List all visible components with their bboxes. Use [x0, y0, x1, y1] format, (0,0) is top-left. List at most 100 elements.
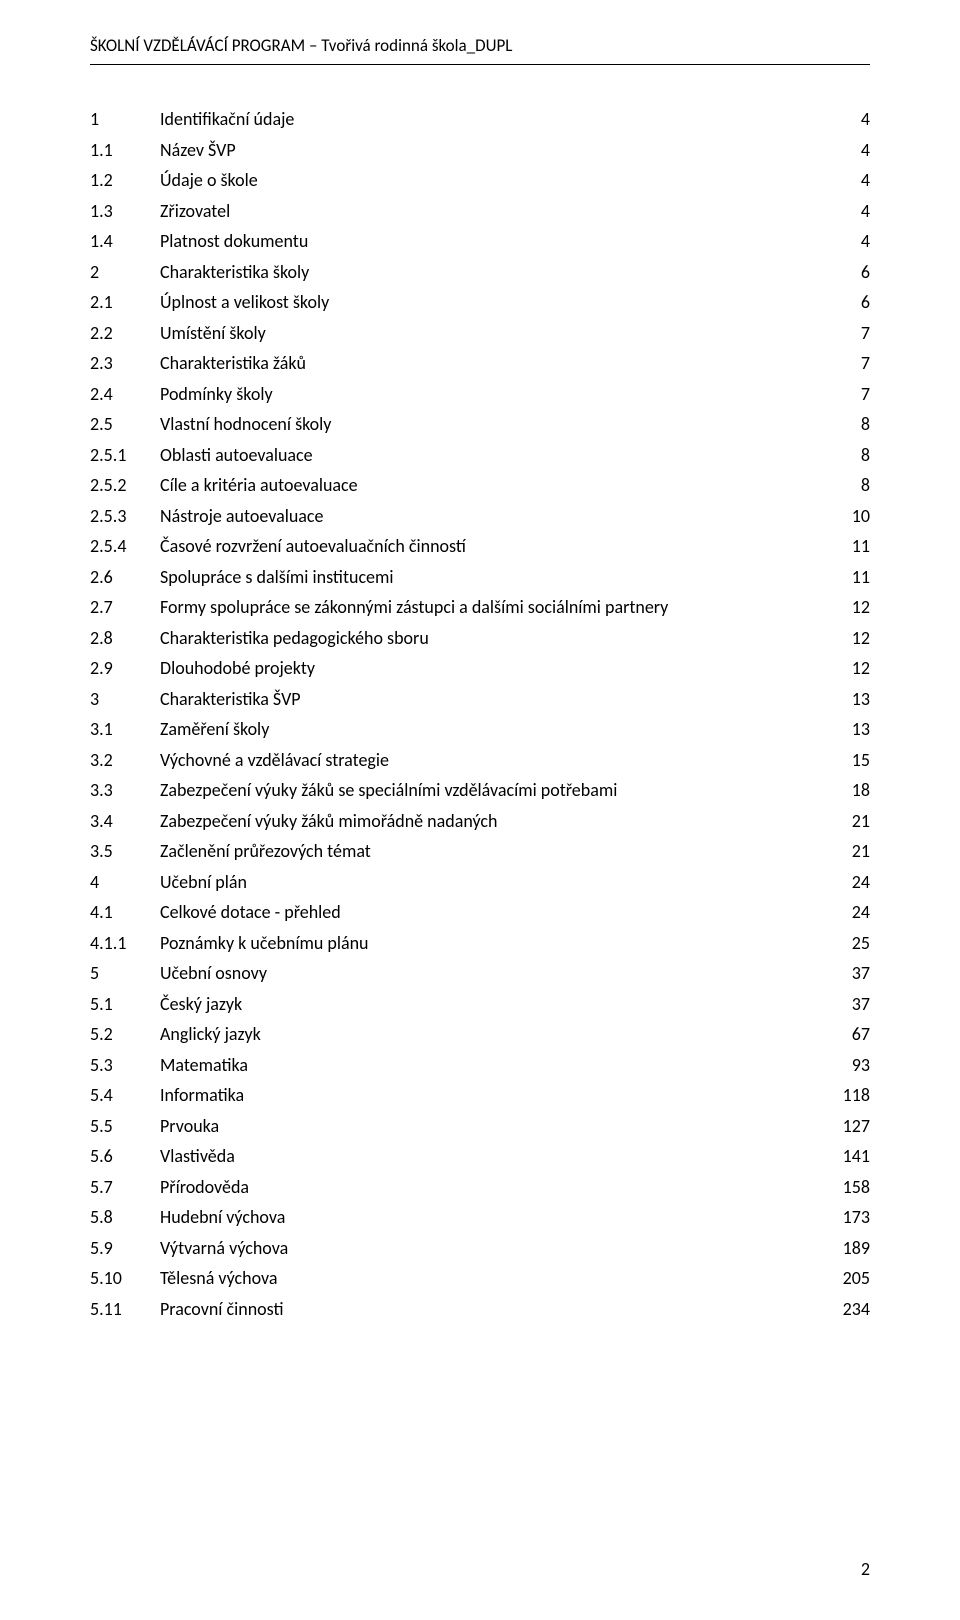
- toc-row: 1.4Platnost dokumentu4: [90, 232, 870, 250]
- toc-page: 8: [861, 446, 870, 464]
- toc-title: Nástroje autoevaluace: [160, 507, 323, 525]
- toc-row: 5Učební osnovy37: [90, 964, 870, 982]
- toc-page: 4: [861, 141, 870, 159]
- toc-row: 5.5Prvouka 127: [90, 1117, 870, 1135]
- toc-number: 4: [90, 873, 160, 891]
- toc-number: 2.1: [90, 293, 160, 311]
- toc-page: 11: [852, 537, 870, 555]
- toc-page: 12: [852, 598, 870, 616]
- toc-row: 2.5.2Cíle a kritéria autoevaluace8: [90, 476, 870, 494]
- table-of-contents: 1Identifikační údaje4 1.1Název ŠVP 4 1.2Úda…: [90, 110, 870, 1318]
- toc-title: Zabezpečení výuky žáků mimořádně nadanýc…: [160, 812, 497, 830]
- toc-page: 13: [852, 690, 870, 708]
- toc-title: Časové rozvržení autoevaluačních činnost…: [160, 537, 466, 555]
- toc-number: 5.6: [90, 1147, 160, 1165]
- toc-number: 5.4: [90, 1086, 160, 1104]
- toc-number: 5.5: [90, 1117, 160, 1135]
- toc-page: 37: [852, 964, 870, 982]
- toc-row: 2.7Formy spolupráce se zákonnými zástupc…: [90, 598, 870, 616]
- toc-title: Učební osnovy: [160, 964, 267, 982]
- toc-number: 3: [90, 690, 160, 708]
- toc-row: 2.3Charakteristika žáků7: [90, 354, 870, 372]
- toc-title: Informatika: [160, 1086, 244, 1104]
- toc-row: 3.2Výchovné a vzdělávací strategie15: [90, 751, 870, 769]
- toc-title: Matematika: [160, 1056, 248, 1074]
- toc-row: 4.1.1Poznámky k učebnímu plánu25: [90, 934, 870, 952]
- toc-row: 3Charakteristika ŠVP13: [90, 690, 870, 708]
- toc-page: 4: [861, 110, 870, 128]
- toc-number: 3.5: [90, 842, 160, 860]
- toc-row: 1.1Název ŠVP 4: [90, 141, 870, 159]
- toc-row: 3.1Zaměření školy13: [90, 720, 870, 738]
- toc-page: 4: [861, 232, 870, 250]
- toc-row: 2.5.1Oblasti autoevaluace8: [90, 446, 870, 464]
- toc-number: 2.6: [90, 568, 160, 586]
- toc-title: Zřizovatel: [160, 202, 230, 220]
- toc-number: 1.3: [90, 202, 160, 220]
- toc-number: 1: [90, 110, 160, 128]
- toc-row: 2.8Charakteristika pedagogického sboru12: [90, 629, 870, 647]
- toc-number: 5.7: [90, 1178, 160, 1196]
- toc-title: Charakteristika žáků: [160, 354, 306, 372]
- toc-page: 8: [861, 415, 870, 433]
- toc-title: Pracovní činnosti: [160, 1300, 284, 1318]
- toc-row: 5.6Vlastivěda141: [90, 1147, 870, 1165]
- toc-row: 2.6Spolupráce s dalšími institucemi 11: [90, 568, 870, 586]
- toc-page: 8: [861, 476, 870, 494]
- toc-row: 5.1Český jazyk37: [90, 995, 870, 1013]
- toc-row: 5.2Anglický jazyk67: [90, 1025, 870, 1043]
- toc-page: 7: [861, 385, 870, 403]
- toc-page: 118: [843, 1086, 870, 1104]
- toc-number: 5.1: [90, 995, 160, 1013]
- toc-row: 5.9Výtvarná výchova189: [90, 1239, 870, 1257]
- toc-number: 2.9: [90, 659, 160, 677]
- toc-page: 189: [843, 1239, 870, 1257]
- toc-page: 158: [843, 1178, 870, 1196]
- toc-number: 3.4: [90, 812, 160, 830]
- toc-title: Výtvarná výchova: [160, 1239, 288, 1257]
- toc-row: 2.4Podmínky školy7: [90, 385, 870, 403]
- toc-row: 2.9Dlouhodobé projekty12: [90, 659, 870, 677]
- toc-page: 24: [852, 873, 870, 891]
- toc-number: 2.3: [90, 354, 160, 372]
- toc-number: 1.1: [90, 141, 160, 159]
- toc-number: 5.10: [90, 1269, 160, 1287]
- toc-number: 2.5.2: [90, 476, 160, 494]
- toc-row: 2Charakteristika školy6: [90, 263, 870, 281]
- toc-number: 5.8: [90, 1208, 160, 1226]
- toc-title: Poznámky k učebnímu plánu: [160, 934, 369, 952]
- toc-title: Oblasti autoevaluace: [160, 446, 313, 464]
- toc-row: 5.10Tělesná výchova205: [90, 1269, 870, 1287]
- toc-row: 1Identifikační údaje4: [90, 110, 870, 128]
- toc-page: 25: [852, 934, 870, 952]
- toc-row: 1.2Údaje o škole4: [90, 171, 870, 189]
- toc-title: Název ŠVP: [160, 141, 236, 159]
- toc-number: 3.1: [90, 720, 160, 738]
- toc-title: Vlastní hodnocení školy: [160, 415, 331, 433]
- toc-row: 2.1Úplnost a velikost školy6: [90, 293, 870, 311]
- toc-title: Podmínky školy: [160, 385, 273, 403]
- toc-page: 6: [861, 263, 870, 281]
- toc-page: 4: [861, 202, 870, 220]
- toc-row: 2.5.4Časové rozvržení autoevaluačních či…: [90, 537, 870, 555]
- toc-number: 5.3: [90, 1056, 160, 1074]
- toc-title: Charakteristika pedagogického sboru: [160, 629, 429, 647]
- toc-row: 5.11Pracovní činnosti234: [90, 1300, 870, 1318]
- toc-page: 10: [852, 507, 870, 525]
- toc-title: Vlastivěda: [160, 1147, 235, 1165]
- toc-page: 6: [861, 293, 870, 311]
- toc-number: 2.5.4: [90, 537, 160, 555]
- toc-number: 1.2: [90, 171, 160, 189]
- toc-number: 5.11: [90, 1300, 160, 1318]
- toc-page: 127: [843, 1117, 870, 1135]
- toc-row: 5.4Informatika 118: [90, 1086, 870, 1104]
- toc-title: Spolupráce s dalšími institucemi: [160, 568, 394, 586]
- toc-title: Zaměření školy: [160, 720, 269, 738]
- toc-page: 21: [852, 842, 870, 860]
- toc-number: 4.1: [90, 903, 160, 921]
- toc-title: Prvouka: [160, 1117, 219, 1135]
- toc-title: Dlouhodobé projekty: [160, 659, 315, 677]
- toc-page: 11: [852, 568, 870, 586]
- toc-number: 2.5: [90, 415, 160, 433]
- toc-page: 67: [852, 1025, 870, 1043]
